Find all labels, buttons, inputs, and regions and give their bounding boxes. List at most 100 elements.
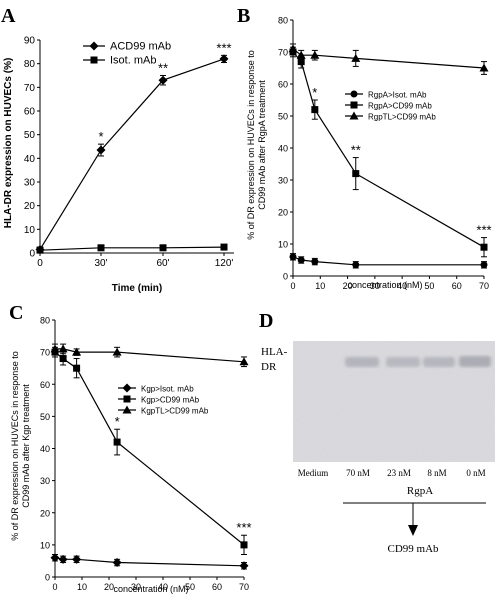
panel-c-y-tick-label: 70	[40, 348, 50, 358]
panel-letter-c: C	[9, 302, 23, 324]
panel-c-data-point	[50, 553, 60, 563]
panel-b-data-point	[480, 261, 488, 269]
panel-a-y-tick-label: 80	[24, 59, 36, 70]
panel-a-significance-mark: ***	[216, 40, 231, 55]
panel-a-x-tick-label: 60'	[156, 258, 169, 269]
panel-a-legend-label: ACD99 mAb	[110, 41, 171, 53]
panel-b-series-line	[292, 48, 485, 69]
panel-a-data-point	[219, 54, 229, 64]
panel-c-data-point	[72, 554, 82, 564]
panel-b-data-point	[311, 258, 319, 266]
panel-b-legend-marker	[350, 101, 358, 109]
panel-c-data-point	[113, 438, 121, 446]
panel-a-y-tick-label: 10	[24, 225, 36, 236]
panel-b-data-point	[296, 50, 306, 59]
panel-c-legend-marker	[123, 395, 131, 403]
panel-c-series-line	[54, 351, 245, 546]
panel-b-significance-mark: **	[351, 143, 361, 158]
panel-c-data-point	[50, 344, 60, 353]
panel-c-y-tick-label: 0	[45, 573, 50, 583]
panel-a-y-tick-label: 20	[24, 201, 36, 212]
panel-c-legend-label: Kgp>CD99 mAb	[141, 396, 200, 405]
panel-b-y-tick-label: 80	[278, 16, 288, 26]
panel-c-y-axis-label-line2: CD99 mAb after Kgp treatment	[21, 384, 31, 508]
panel-b-x-tick-label: 0	[290, 281, 295, 291]
panel-b-y-axis-label-line2: CD99 mAb after RgpA treatment	[257, 80, 267, 210]
panel-b-y-tick-label: 50	[278, 112, 288, 122]
panel-c-x-tick-label: 30	[131, 582, 141, 592]
panel-a-x-tick-label: 30'	[94, 258, 107, 269]
panel-c-data-point	[58, 344, 68, 353]
panel-a-y-tick-label: 0	[29, 249, 35, 260]
panel-a-x-tick-label: 120'	[215, 258, 234, 269]
panel-c-y-tick-label: 20	[40, 508, 50, 518]
arrow-head	[408, 525, 418, 536]
panel-b-series-line	[292, 256, 484, 266]
panel-c-y-tick-label: 40	[40, 444, 50, 454]
lane-label-0nm: 0 nM	[466, 468, 485, 478]
panel-b-legend-marker	[350, 90, 358, 98]
panel-b-data-point	[289, 253, 297, 261]
panel-c-x-tick-label: 70	[239, 582, 249, 592]
blot-band-label-line2: DR	[261, 361, 277, 373]
panel-b-data-point	[352, 170, 360, 178]
panel-c-significance-mark: *	[115, 414, 120, 429]
panel-a-data-point	[36, 246, 44, 254]
panel-c-data-point	[239, 357, 249, 366]
panel-b-legend-label: RgpA>Isot. mAb	[368, 91, 427, 100]
panel-c-data-point	[239, 561, 249, 571]
arrow-target-label: CD99 mAb	[387, 543, 439, 555]
panel-b-x-tick-label: 30	[370, 281, 380, 291]
panel-letter-b: B	[237, 5, 250, 27]
panel-c-x-tick-label: 50	[185, 582, 195, 592]
panel-c-data-point	[112, 558, 122, 568]
panel-a-chart: HLA-DR expression on HUVECs (%) Time (mi…	[3, 36, 234, 294]
panel-a-y-tick-label: 50	[24, 130, 36, 141]
lane-label-23nm: 23 nM	[387, 468, 411, 478]
lane-label-8nm: 8 nM	[427, 468, 446, 478]
panel-b-y-axis-label-line1: % of DR expression on HUVECs in response…	[246, 50, 256, 240]
panel-c-x-tick-label: 0	[52, 582, 57, 592]
panel-a-y-tick-label: 30	[24, 178, 36, 189]
panel-c-legend-label: Kgp>Isot. mAb	[141, 385, 194, 394]
panel-c-y-tick-label: 80	[40, 316, 50, 326]
band-lane-70nm	[345, 357, 379, 367]
panel-b-legend-label: RgpTL>CD99 mAb	[368, 113, 436, 122]
panel-a-data-point	[159, 244, 167, 252]
panel-a-series-line	[39, 246, 225, 251]
panel-b-x-tick-label: 50	[424, 281, 434, 291]
panel-b-y-tick-label: 40	[278, 144, 288, 154]
panel-a-significance-mark: *	[98, 129, 103, 144]
panel-b-x-tick-label: 70	[479, 281, 489, 291]
group-label-rgpa: RgpA	[407, 485, 433, 497]
panel-b-x-tick-label: 20	[343, 281, 353, 291]
panel-c-legend: Kgp>Isot. mAb Kgp>CD99 mAb KgpTL>CD99 mAb	[118, 383, 209, 416]
panel-c-x-tick-label: 60	[212, 582, 222, 592]
blot-bands	[345, 356, 491, 367]
panel-b-significance-mark: ***	[476, 223, 491, 238]
panel-b-x-tick-label: 40	[397, 281, 407, 291]
band-lane-8nm	[423, 357, 455, 367]
panel-b-legend: RgpA>Isot. mAb RgpA>CD99 mAb RgpTL>CD99 mA…	[345, 90, 436, 122]
panel-c-legend-marker	[122, 383, 132, 393]
panel-letter-d: D	[259, 310, 273, 332]
panel-c-legend-label: KgpTL>CD99 mAb	[141, 407, 209, 416]
panel-a-y-tick-label: 40	[24, 154, 36, 165]
panel-a-legend-marker	[90, 56, 98, 64]
panel-a-series-line	[39, 58, 225, 250]
panel-b-significance-mark: *	[312, 85, 317, 100]
panel-c-y-tick-label: 30	[40, 476, 50, 486]
panel-a-x-tick-label: 0	[37, 258, 43, 269]
panel-c-data-point	[112, 347, 122, 356]
band-lane-23nm	[386, 357, 420, 367]
panel-c-x-axis-label: concentration (nM)	[113, 584, 188, 594]
band-lane-0nm	[459, 356, 491, 367]
panel-c-data-point	[240, 541, 248, 549]
panel-b-y-tick-label: 70	[278, 48, 288, 58]
panel-c-data-point	[73, 364, 81, 372]
panel-b-y-tick-label: 10	[278, 240, 288, 250]
panel-a-legend: ACD99 mAb Isot. mAb	[83, 41, 171, 67]
panel-b-x-tick-label: 60	[452, 281, 462, 291]
panel-b-data-point	[351, 53, 361, 62]
panel-b-data-point	[479, 63, 489, 72]
